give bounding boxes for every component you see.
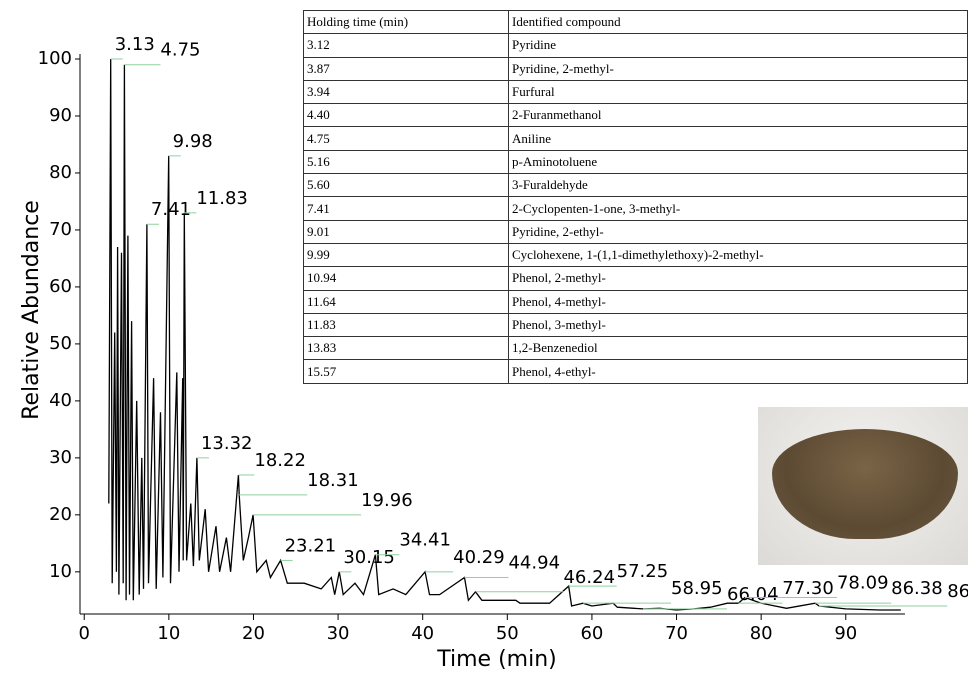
- y-tick-label: 80: [49, 162, 72, 183]
- table-cell: 4.40: [303, 103, 509, 128]
- table-row: 4.40 2-Furanmethanol: [303, 103, 968, 128]
- table-cell: 4.75: [303, 126, 509, 151]
- table-body: 3.12 Pyridine 3.87 Pyridine, 2-methyl- 3.94 F…: [303, 33, 968, 384]
- table-cell: 1,2-Benzenediol: [508, 336, 968, 361]
- x-tick-label: 30: [327, 623, 350, 644]
- table-row: 5.16 p-Aminotoluene: [303, 149, 968, 175]
- y-axis-title: Relative Abundance: [19, 200, 44, 420]
- table-cell: p-Aminotoluene: [508, 149, 968, 175]
- table-cell: Phenol, 2-methyl-: [508, 266, 968, 291]
- table-row: 9.99 Cyclohexene, 1-(1,1-dimethylethoxy)-…: [303, 242, 968, 268]
- table-row: 4.75 Aniline: [303, 126, 968, 151]
- table-cell: 10.94: [303, 266, 509, 291]
- x-tick-label: 60: [580, 623, 603, 644]
- peak-label: 11.83: [196, 188, 248, 209]
- table-cell: 15.57: [303, 359, 509, 384]
- table-cell: 3-Furaldehyde: [508, 173, 968, 198]
- peak-label: 78.09: [837, 572, 889, 593]
- table-cell: Pyridine, 2-ethyl-: [508, 219, 968, 244]
- peak-label: 19.96: [361, 490, 413, 511]
- peak-label: 30.15: [343, 547, 395, 568]
- table-cell: 3.87: [303, 56, 509, 81]
- header-cell: Holding time (min): [303, 9, 509, 35]
- table-cell: 2-Cyclopenten-1-one, 3-methyl-: [508, 196, 968, 221]
- y-tick-label: 10: [49, 561, 72, 582]
- y-tick-label: 60: [49, 276, 72, 297]
- peak-label: 57.25: [617, 561, 669, 582]
- table-cell: Phenol, 4-ethyl-: [508, 359, 968, 384]
- peak-label: 44.94: [508, 553, 560, 574]
- y-tick-label: 40: [49, 390, 72, 411]
- peak-label: 77.30: [782, 578, 834, 599]
- x-tick-label: 0: [79, 623, 90, 644]
- table-cell: Phenol, 4-methyl-: [508, 289, 968, 314]
- peak-label: 58.95: [671, 578, 723, 599]
- table-row: 5.60 3-Furaldehyde: [303, 173, 968, 198]
- table-cell: 11.83: [303, 312, 509, 338]
- compound-table: Holding time (min) Identified compound 3.…: [303, 9, 968, 384]
- y-tick-label: 30: [49, 447, 72, 468]
- table-cell: 13.83: [303, 336, 509, 361]
- table-row: 3.87 Pyridine, 2-methyl-: [303, 56, 968, 81]
- peak-label: 86.38: [891, 578, 943, 599]
- peak-label: 40.29: [453, 547, 505, 568]
- table-cell: 5.60: [303, 173, 509, 198]
- y-tick-label: 70: [49, 219, 72, 240]
- table-cell: 9.99: [303, 242, 509, 268]
- peak-label: 4.75: [160, 40, 200, 61]
- x-tick-label: 50: [496, 623, 519, 644]
- peak-label: 3.13: [115, 34, 155, 55]
- x-tick-label: 90: [834, 623, 857, 644]
- table-cell: 2-Furanmethanol: [508, 103, 968, 128]
- peak-label: 18.31: [307, 470, 359, 491]
- table-row: 9.01 Pyridine, 2-ethyl-: [303, 219, 968, 244]
- peak-label: 46.24: [563, 567, 615, 588]
- table-cell: 3.12: [303, 33, 509, 58]
- table-cell: Furfural: [508, 79, 968, 105]
- x-tick-label: 40: [411, 623, 434, 644]
- table-row: 15.57 Phenol, 4-ethyl-: [303, 359, 968, 384]
- table-row: 11.83 Phenol, 3-methyl-: [303, 312, 968, 338]
- peak-label: 9.98: [173, 131, 213, 152]
- table-row: 3.94 Furfural: [303, 79, 968, 105]
- y-tick-label: 50: [49, 333, 72, 354]
- x-tick-label: 70: [665, 623, 688, 644]
- table-row: 7.41 2-Cyclopenten-1-one, 3-methyl-: [303, 196, 968, 221]
- peak-label: 7.41: [151, 199, 191, 220]
- peak-label: 13.32: [201, 433, 253, 454]
- x-tick-label: 20: [242, 623, 265, 644]
- y-tick-label: 20: [49, 504, 72, 525]
- table-row: 10.94 Phenol, 2-methyl-: [303, 266, 968, 291]
- table-cell: 3.94: [303, 79, 509, 105]
- table-row: 11.64 Phenol, 4-methyl-: [303, 289, 968, 314]
- table-header: Holding time (min) Identified compound: [303, 9, 968, 35]
- table-row: 3.12 Pyridine: [303, 33, 968, 58]
- y-tick-label: 90: [49, 105, 72, 126]
- table-cell: 9.01: [303, 219, 509, 244]
- peak-label: 86.86: [947, 581, 968, 602]
- table-cell: Pyridine: [508, 33, 968, 58]
- y-tick-label: 100: [38, 48, 72, 69]
- x-axis-title: Time (min): [436, 647, 557, 672]
- table-cell: Cyclohexene, 1-(1,1-dimethylethoxy)-2-me…: [508, 242, 968, 268]
- header-cell: Identified compound: [508, 9, 968, 35]
- table-cell: 5.16: [303, 149, 509, 175]
- table-cell: Aniline: [508, 126, 968, 151]
- peak-label: 18.22: [254, 450, 306, 471]
- table-cell: 7.41: [303, 196, 509, 221]
- peak-label: 23.21: [285, 535, 337, 556]
- table-cell: 11.64: [303, 289, 509, 314]
- table-row: 13.83 1,2-Benzenediol: [303, 336, 968, 361]
- peak-label: 34.41: [399, 530, 451, 551]
- table-cell: Phenol, 3-methyl-: [508, 312, 968, 338]
- table-cell: Pyridine, 2-methyl-: [508, 56, 968, 81]
- peak-label: 66.04: [727, 584, 779, 605]
- x-tick-label: 80: [750, 623, 773, 644]
- sample-photo: [758, 407, 968, 565]
- x-tick-label: 10: [157, 623, 180, 644]
- trace: [108, 58, 901, 611]
